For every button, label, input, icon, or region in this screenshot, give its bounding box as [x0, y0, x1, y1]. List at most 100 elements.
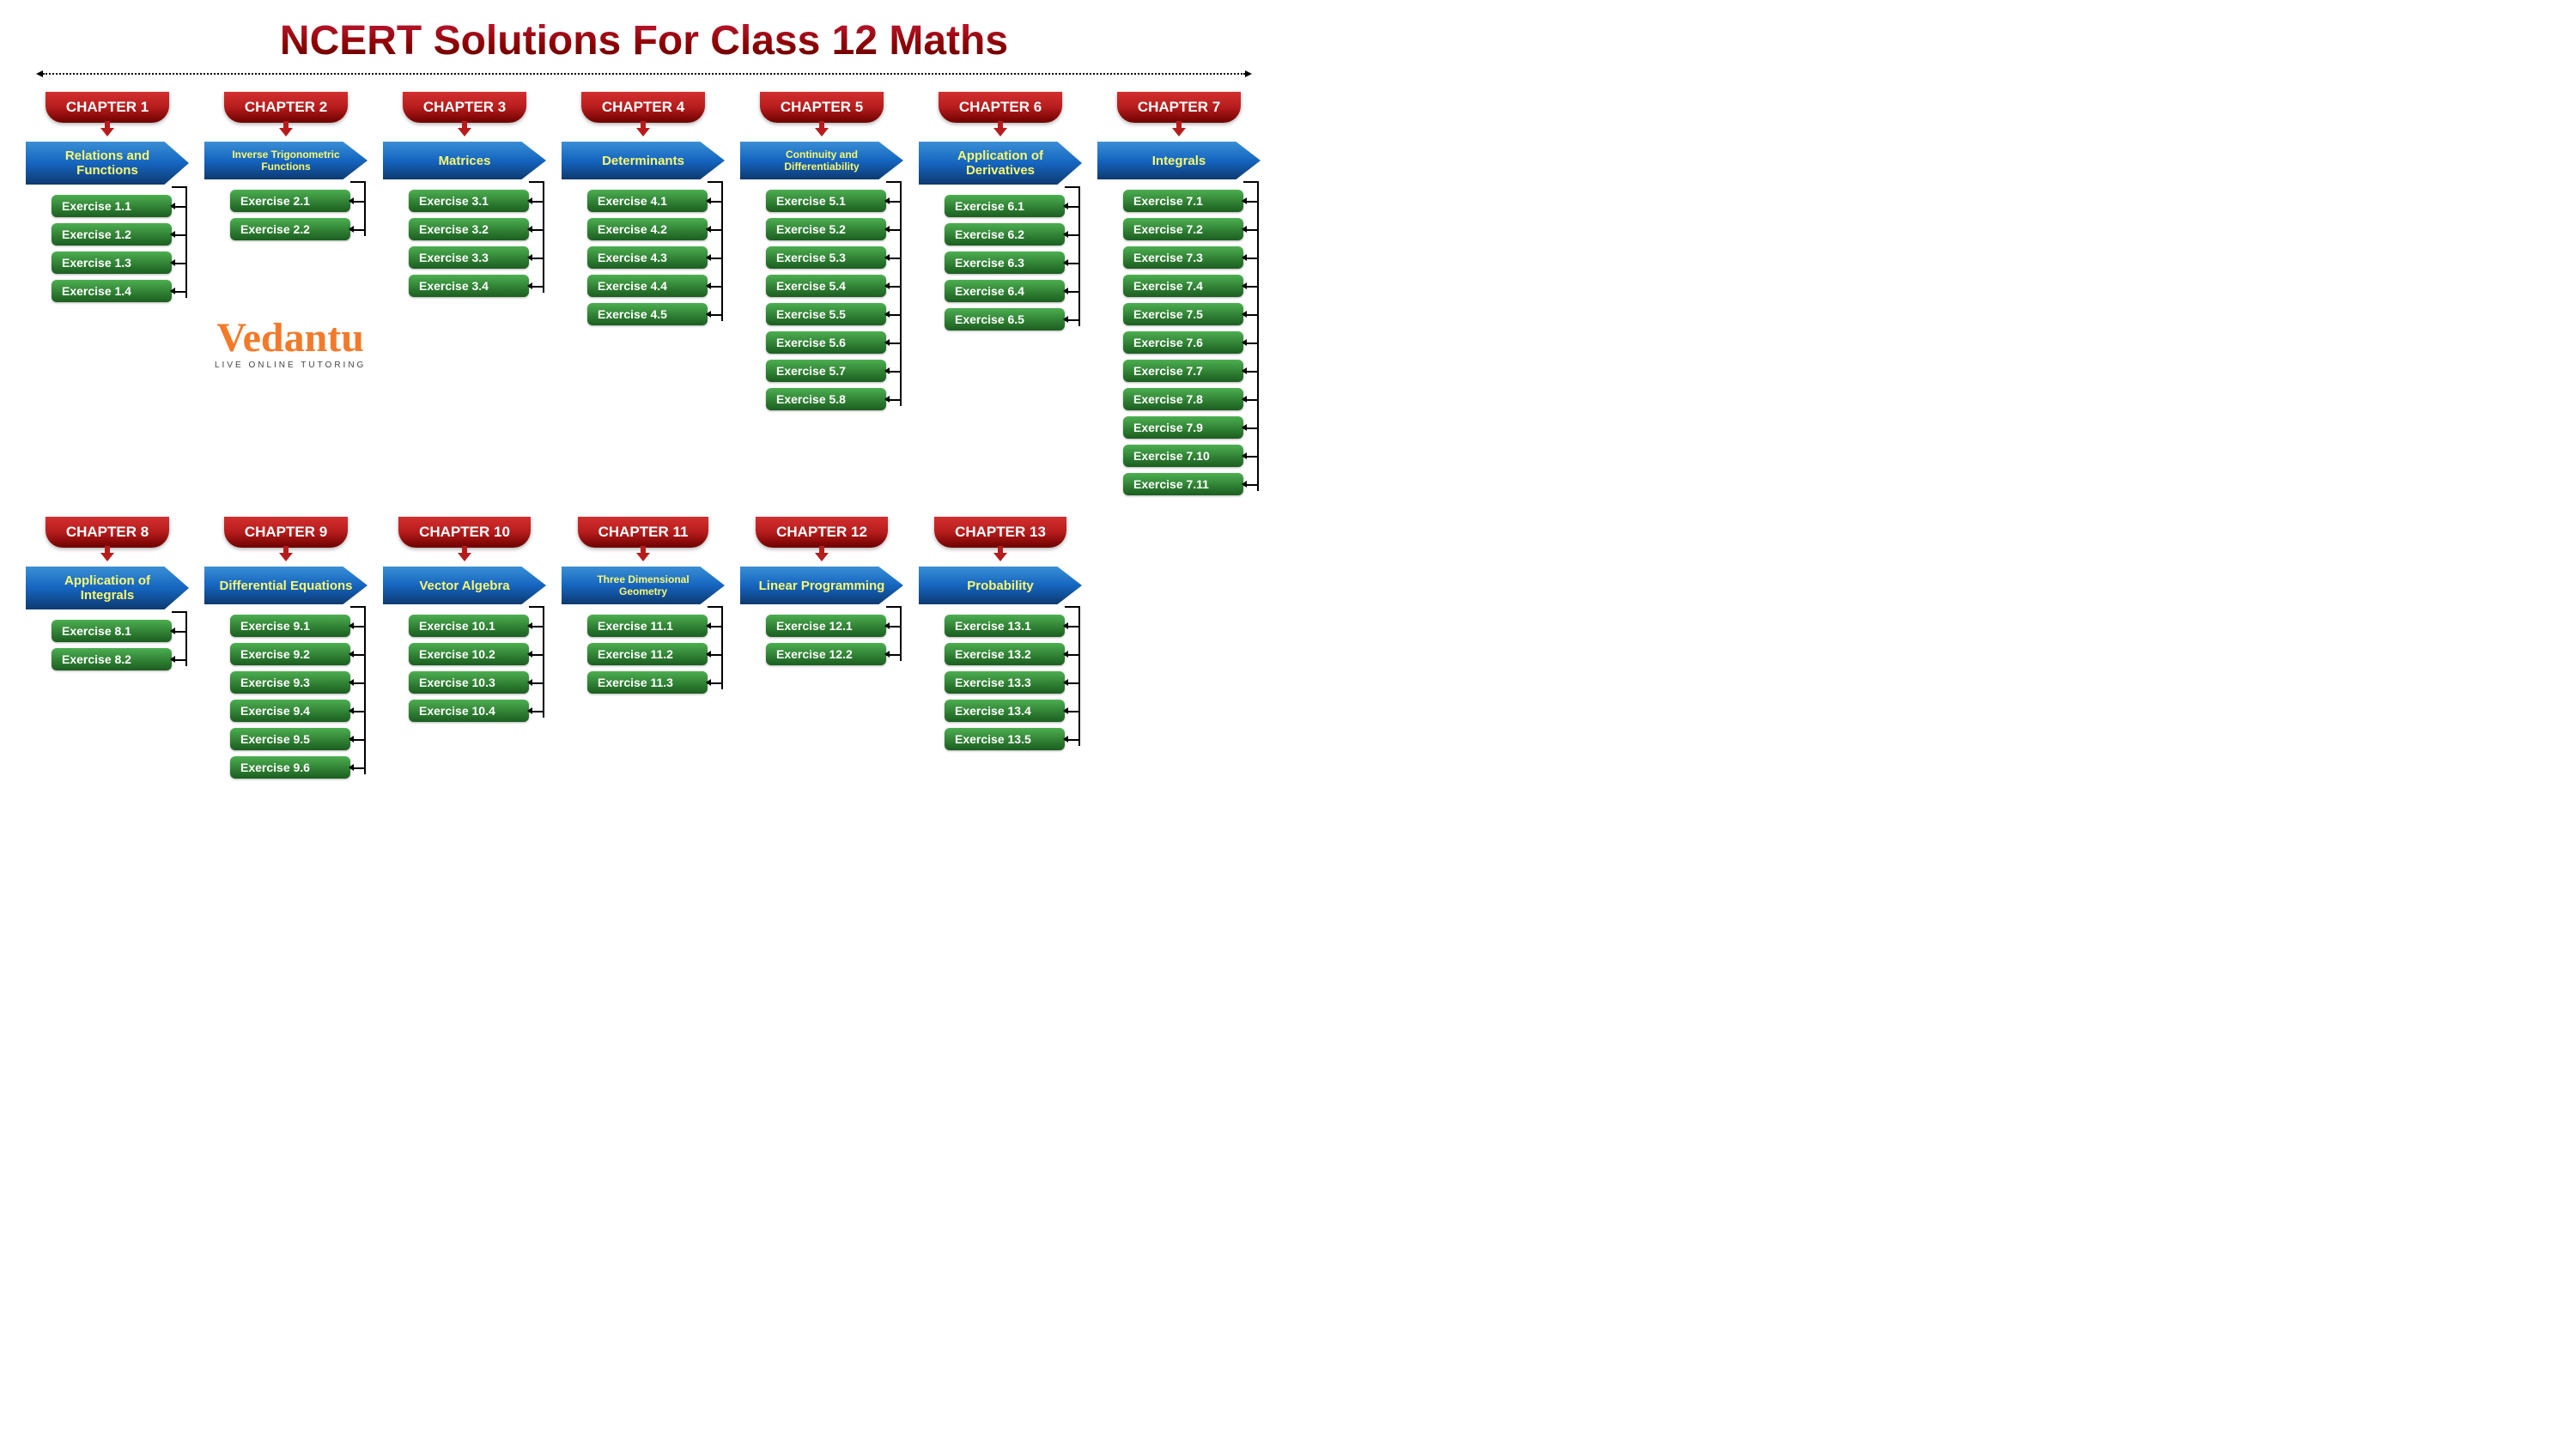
exercise-item: Exercise 8.2 — [52, 648, 172, 670]
chapter-topic: Differential Equations — [204, 567, 368, 604]
exercises-list: Exercise 4.1 Exercise 4.2 Exercise 4.3 Exer… — [562, 190, 725, 331]
connector-line — [543, 181, 544, 293]
chapter-badge: CHAPTER 4 — [581, 92, 705, 123]
chapter-block: CHAPTER 3MatricesExercise 3.1Exercise 3.… — [383, 92, 546, 303]
chapter-topic: Application of Derivatives — [919, 142, 1082, 185]
brand-logo: Vedantu LIVE ONLINE TUTORING — [215, 318, 366, 370]
exercise-item: Exercise 7.10 — [1123, 445, 1243, 467]
down-arrow-icon — [100, 128, 114, 136]
connector-line — [364, 181, 366, 236]
exercise-item: Exercise 4.3 — [587, 246, 708, 269]
exercises-list: Exercise 12.1 Exercise 12.2 — [740, 615, 903, 671]
exercise-item: Exercise 12.1 — [766, 615, 886, 637]
divider-line — [43, 73, 1245, 75]
chapter-topic: Integrals — [1097, 142, 1261, 179]
exercises-list: Exercise 13.1Exercise 13.2Exercise 13.3E… — [919, 615, 1082, 756]
exercises-list: Exercise 11.1 Exercise 11.2 Exercise 11.3 — [562, 615, 725, 700]
chapter-block: CHAPTER 2Inverse Trigonometric Functions… — [204, 92, 368, 246]
chapter-badge: CHAPTER 1 — [46, 92, 169, 123]
exercises-list: Exercise 9.1Exercise 9.2Exercise 9.3Exer… — [204, 615, 368, 785]
exercise-item: Exercise 5.2 — [766, 218, 886, 240]
chapter-topic: Relations and Functions — [26, 142, 189, 185]
exercise-item: Exercise 7.8 — [1123, 388, 1243, 410]
exercise-item: Exercise 4.1 — [587, 190, 708, 212]
chapter-block: CHAPTER 12Linear ProgrammingExercise 12.… — [740, 517, 903, 671]
connector-line — [1257, 181, 1259, 491]
chapter-block: CHAPTER 1 Relations and Functions Exercise… — [26, 92, 189, 308]
exercise-item: Exercise 12.2 — [766, 643, 886, 665]
chapter-topic: Inverse Trigonometric Functions — [204, 142, 368, 179]
exercise-item: Exercise 9.4 — [230, 700, 350, 722]
exercise-item: Exercise 5.7 — [766, 360, 886, 382]
exercise-item: Exercise 9.6 — [230, 756, 350, 779]
exercise-item: Exercise 10.2 — [409, 643, 529, 665]
exercise-item: Exercise 10.3 — [409, 671, 529, 694]
exercise-item: Exercise 7.11 — [1123, 473, 1243, 495]
exercise-item: Exercise 8.1 — [52, 620, 172, 642]
down-arrow-icon — [279, 553, 293, 561]
chapter-badge: CHAPTER 11 — [578, 517, 709, 548]
down-arrow-icon — [993, 553, 1007, 561]
chapter-badge: CHAPTER 10 — [398, 517, 531, 548]
chapter-topic: Matrices — [383, 142, 546, 179]
exercise-item: Exercise 9.1 — [230, 615, 350, 637]
exercise-item: Exercise 7.6 — [1123, 331, 1243, 354]
exercise-item: Exercise 2.1 — [230, 190, 350, 212]
chapter-topic: Application of Integrals — [26, 567, 189, 609]
exercise-item: Exercise 11.2 — [587, 643, 708, 665]
exercise-item: Exercise 13.1 — [945, 615, 1065, 637]
exercise-item: Exercise 10.1 — [409, 615, 529, 637]
exercise-item: Exercise 7.2 — [1123, 218, 1243, 240]
chapter-block: CHAPTER 13ProbabilityExercise 13.1Exerci… — [919, 517, 1082, 756]
chapter-topic: Probability — [919, 567, 1082, 604]
connector-line — [185, 186, 187, 298]
chapter-topic: Vector Algebra — [383, 567, 546, 604]
down-arrow-icon — [458, 128, 471, 136]
exercises-list: Exercise 6.1Exercise 6.2Exercise 6.3Exer… — [919, 195, 1082, 336]
exercise-item: Exercise 6.4 — [945, 280, 1065, 302]
logo-name: Vedantu — [215, 318, 366, 359]
exercise-item: Exercise 7.9 — [1123, 416, 1243, 439]
exercise-item: Exercise 4.5 — [587, 303, 708, 325]
exercise-item: Exercise 10.4 — [409, 700, 529, 722]
exercise-item: Exercise 9.5 — [230, 728, 350, 750]
chapters-container: CHAPTER 1 Relations and Functions Exercise… — [26, 92, 1262, 785]
chapter-block: CHAPTER 6 Application of Derivatives Exerc… — [919, 92, 1082, 336]
down-arrow-icon — [458, 553, 471, 561]
exercise-item: Exercise 4.4 — [587, 275, 708, 297]
chapter-topic: Determinants — [562, 142, 725, 179]
exercise-item: Exercise 7.3 — [1123, 246, 1243, 269]
exercise-item: Exercise 5.8 — [766, 388, 886, 410]
chapter-block: CHAPTER 7IntegralsExercise 7.1Exercise 7… — [1097, 92, 1261, 501]
exercise-item: Exercise 1.3 — [52, 252, 172, 274]
chapter-block: CHAPTER 5Continuity and Differentiabilit… — [740, 92, 903, 416]
chapter-block: CHAPTER 8 Application of Integrals Exercis… — [26, 517, 189, 676]
chapter-badge: CHAPTER 8 — [46, 517, 169, 548]
exercises-list: Exercise 3.1Exercise 3.2Exercise 3.3Exer… — [383, 190, 546, 303]
down-arrow-icon — [1172, 128, 1186, 136]
exercise-item: Exercise 3.4 — [409, 275, 529, 297]
exercise-item: Exercise 13.3 — [945, 671, 1065, 694]
exercise-item: Exercise 1.2 — [52, 223, 172, 246]
exercise-item: Exercise 3.1 — [409, 190, 529, 212]
exercises-list: Exercise 8.1 Exercise 8.2 — [26, 620, 189, 676]
page-title: NCERT Solutions For Class 12 Maths — [26, 17, 1262, 64]
down-arrow-icon — [636, 553, 650, 561]
exercises-list: Exercise 5.1Exercise 5.2Exercise 5.3Exer… — [740, 190, 903, 416]
exercise-item: Exercise 6.5 — [945, 308, 1065, 330]
chapter-badge: CHAPTER 6 — [939, 92, 1062, 123]
down-arrow-icon — [100, 553, 114, 561]
exercise-item: Exercise 9.3 — [230, 671, 350, 694]
exercises-list: Exercise 7.1Exercise 7.2Exercise 7.3Exer… — [1097, 190, 1261, 501]
exercise-item: Exercise 4.2 — [587, 218, 708, 240]
chapter-block: CHAPTER 11Three Dimensional GeometryExer… — [562, 517, 725, 700]
exercise-item: Exercise 11.3 — [587, 671, 708, 694]
exercise-item: Exercise 5.6 — [766, 331, 886, 354]
exercise-item: Exercise 1.4 — [52, 280, 172, 302]
chapter-badge: CHAPTER 3 — [403, 92, 526, 123]
exercise-item: Exercise 7.4 — [1123, 275, 1243, 297]
exercise-item: Exercise 11.1 — [587, 615, 708, 637]
exercise-item: Exercise 5.4 — [766, 275, 886, 297]
exercise-item: Exercise 6.3 — [945, 252, 1065, 274]
chapter-topic: Linear Programming — [740, 567, 903, 604]
